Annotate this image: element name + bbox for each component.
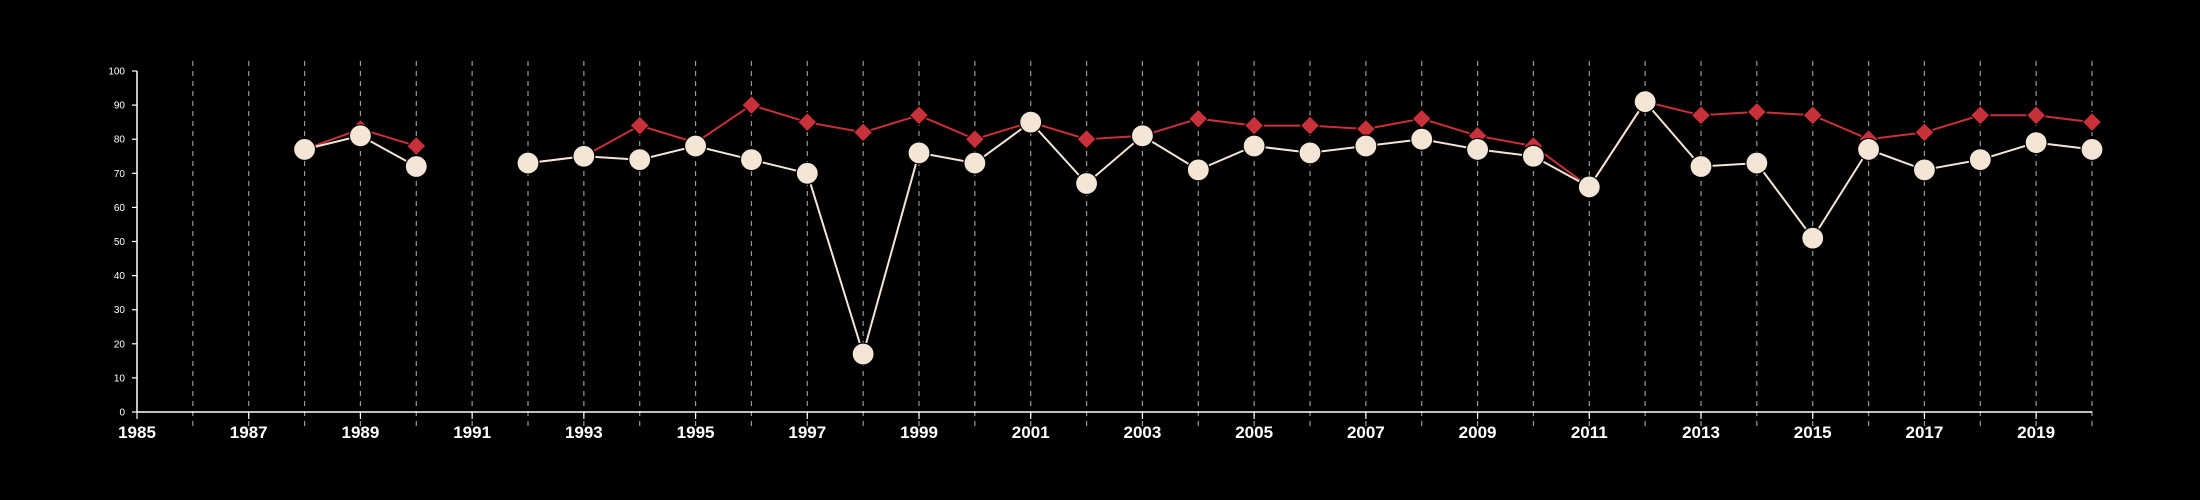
- x-tick-label-2011: 2011: [1571, 423, 1608, 442]
- y-tick-label-40: 40: [114, 271, 126, 282]
- x-tick-label-2001: 2001: [1012, 423, 1050, 442]
- x-tick-label-2019: 2019: [2017, 423, 2055, 442]
- y-tick-label-60: 60: [114, 203, 126, 214]
- circle-point-2009: [1465, 137, 1490, 162]
- x-tick-label-2017: 2017: [1906, 423, 1944, 442]
- diamond-point-2017: [1914, 122, 1935, 143]
- circle-point-2004: [1186, 158, 1210, 182]
- circle-point-1995: [683, 134, 708, 158]
- x-tick-label-1995: 1995: [677, 423, 715, 442]
- y-tick-label-10: 10: [114, 373, 126, 384]
- diamond-point-1997: [797, 111, 818, 133]
- diamond-point-2018: [1970, 105, 1991, 126]
- circle-point-1993: [572, 144, 596, 168]
- circle-point-1997: [795, 161, 819, 185]
- diamond-point-1996: [741, 94, 762, 116]
- diamond-point-2002: [1076, 128, 1097, 150]
- circle-point-1990: [404, 154, 428, 179]
- diamond-point-2000: [964, 128, 986, 150]
- diamond-point-1994: [629, 115, 650, 136]
- circle-point-2001: [1019, 110, 1043, 134]
- x-tick-label-2005: 2005: [1235, 423, 1273, 442]
- circle-point-2000: [963, 151, 987, 175]
- x-tick-label-2015: 2015: [1794, 423, 1832, 442]
- circle-point-2016: [1856, 137, 1881, 162]
- x-tick-label-2007: 2007: [1347, 423, 1385, 442]
- circle-point-2015: [1801, 226, 1825, 250]
- x-tick-label-1989: 1989: [342, 423, 380, 442]
- circle-point-2014: [1745, 151, 1769, 175]
- circle-point-2019: [2024, 131, 2048, 155]
- circle-point-2012: [1633, 90, 1657, 114]
- circle-point-1999: [907, 141, 931, 165]
- circle-point-1988: [292, 137, 317, 162]
- circle-point-1989: [348, 124, 373, 148]
- circle-point-2013: [1689, 154, 1713, 179]
- circle-point-2011: [1577, 175, 1601, 199]
- y-tick-label-30: 30: [114, 305, 126, 316]
- circle-point-2003: [1130, 124, 1155, 148]
- axes: 0 10 20 30 40 50 60 70 80 90 100 1985 1987 1989 1991 19…: [108, 67, 2092, 442]
- circle-point-2002: [1074, 171, 1099, 196]
- diamond-point-2006: [1299, 115, 1321, 136]
- y-tick-label-80: 80: [114, 135, 126, 146]
- y-tick-label-70: 70: [114, 169, 126, 180]
- diamond-point-2014: [1746, 101, 1768, 123]
- data-series: [292, 90, 2104, 366]
- circle-point-1994: [628, 148, 652, 172]
- series-1-markers: [292, 90, 2104, 366]
- circle-point-2006: [1298, 141, 1322, 165]
- x-tick-label-1991: 1991: [453, 423, 491, 442]
- x-tick-label-1999: 1999: [900, 423, 938, 442]
- circle-point-2017: [1912, 158, 1937, 182]
- circle-point-2007: [1354, 134, 1378, 158]
- circle-point-1992: [516, 151, 540, 175]
- x-tick-label-2013: 2013: [1682, 423, 1720, 442]
- circle-point-2020: [2080, 137, 2104, 162]
- diamond-point-2004: [1188, 108, 1209, 129]
- circle-point-1998: [851, 342, 875, 366]
- y-tick-label-0: 0: [119, 408, 125, 419]
- diamond-point-2019: [2025, 105, 2047, 126]
- x-tick-label-1993: 1993: [565, 423, 603, 442]
- y-tick-label-90: 90: [114, 101, 126, 112]
- x-tick-label-2003: 2003: [1124, 423, 1162, 442]
- circle-point-2018: [1968, 148, 1992, 172]
- x-tick-label-1987: 1987: [230, 423, 268, 442]
- circle-point-2008: [1410, 127, 1434, 151]
- y-tick-label-20: 20: [114, 339, 126, 350]
- diamond-point-2013: [1690, 105, 1712, 126]
- diamond-point-2015: [1802, 105, 1823, 126]
- diamond-point-1999: [908, 105, 930, 126]
- x-tick-label-1985: 1985: [118, 423, 156, 442]
- x-tick-label-2009: 2009: [1459, 423, 1497, 442]
- circle-point-1996: [739, 148, 764, 172]
- y-tick-label-50: 50: [114, 237, 126, 248]
- circle-point-2005: [1242, 134, 1266, 158]
- diamond-point-2020: [2081, 111, 2103, 133]
- circle-point-2010: [1521, 144, 1546, 168]
- x-tick-label-1997: 1997: [788, 423, 826, 442]
- diamond-point-1998: [852, 122, 874, 143]
- y-tick-label-100: 100: [108, 67, 125, 78]
